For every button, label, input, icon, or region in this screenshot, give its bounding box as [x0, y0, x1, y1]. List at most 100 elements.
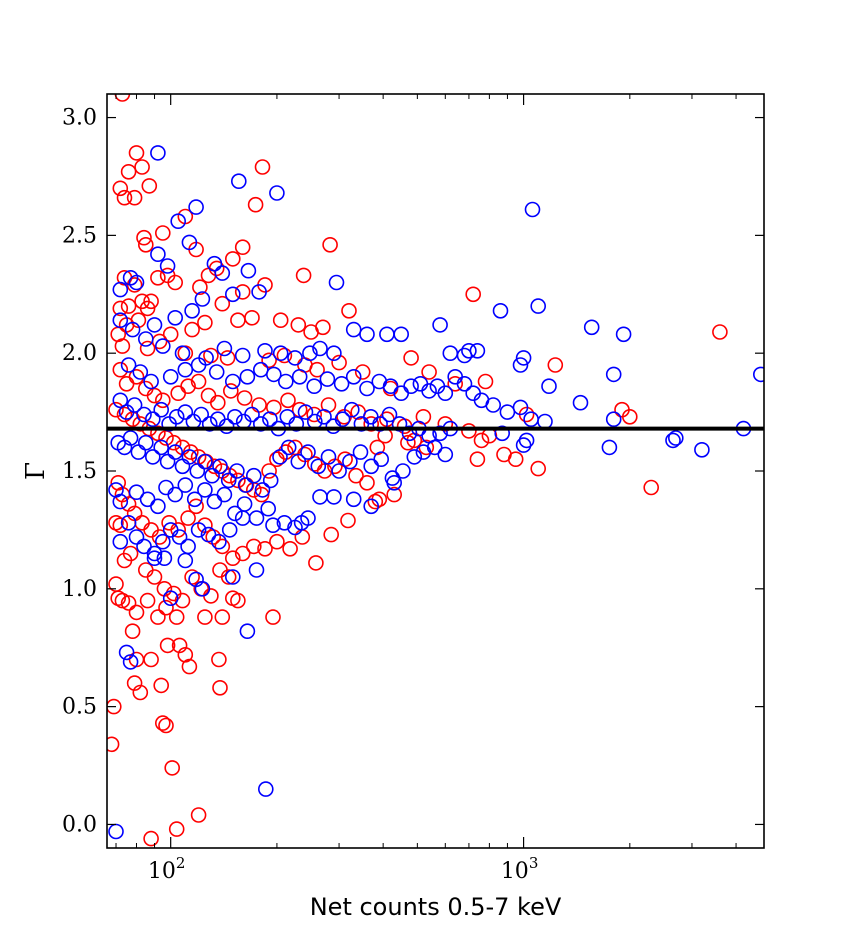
data-point — [359, 326, 375, 343]
data-point — [261, 463, 277, 479]
data-point — [237, 477, 254, 493]
data-point — [300, 444, 316, 460]
points-layer — [107, 94, 764, 847]
data-point — [120, 357, 137, 373]
data-point — [227, 505, 243, 522]
data-point — [316, 408, 332, 425]
data-point — [192, 279, 208, 296]
data-point — [276, 514, 293, 531]
data-point — [231, 173, 247, 189]
data-point — [290, 317, 307, 333]
data-point — [386, 474, 403, 491]
data-point — [262, 411, 278, 428]
data-point — [219, 350, 236, 366]
x-tick-label: 102 — [148, 854, 186, 884]
data-point — [308, 555, 324, 571]
data-point — [343, 401, 360, 418]
data-point — [197, 482, 213, 498]
data-point — [288, 416, 305, 432]
data-point — [310, 458, 327, 475]
data-point — [260, 500, 277, 517]
data-point — [128, 484, 145, 501]
data-point — [153, 677, 169, 694]
data-point — [239, 368, 256, 385]
data-point — [345, 491, 362, 508]
data-point — [155, 225, 171, 241]
data-point — [272, 312, 289, 329]
data-point — [171, 637, 188, 654]
data-point — [177, 361, 194, 378]
data-point — [477, 373, 494, 390]
data-point — [386, 486, 403, 503]
data-point — [345, 321, 362, 338]
data-point — [181, 449, 198, 465]
data-point — [193, 406, 209, 423]
data-point — [118, 644, 135, 661]
data-point — [291, 368, 308, 385]
data-point — [136, 229, 152, 246]
data-point — [136, 406, 152, 423]
data-point — [334, 411, 351, 428]
data-point — [234, 510, 251, 526]
data-point — [615, 326, 632, 343]
data-point — [515, 437, 532, 453]
data-point — [120, 164, 137, 180]
data-point — [572, 394, 589, 411]
data-point — [437, 385, 454, 402]
data-point — [315, 319, 331, 336]
data-point — [220, 472, 237, 489]
data-point — [363, 498, 380, 515]
data-point — [225, 286, 241, 303]
data-point — [168, 408, 185, 425]
data-point — [447, 375, 464, 392]
data-point — [159, 637, 176, 654]
data-point — [236, 390, 253, 406]
data-point — [126, 189, 143, 206]
data-point — [177, 477, 194, 493]
data-point — [132, 684, 149, 701]
data-point — [323, 526, 340, 543]
data-point — [143, 293, 159, 310]
data-point — [211, 651, 227, 668]
data-point — [333, 375, 350, 392]
data-point — [426, 439, 443, 456]
data-point — [257, 540, 273, 557]
data-point — [201, 416, 218, 432]
data-point — [180, 510, 196, 526]
data-point — [164, 760, 180, 776]
data-point — [312, 340, 328, 357]
data-point — [168, 821, 185, 837]
data-point — [295, 267, 312, 284]
data-point — [159, 453, 176, 470]
data-point — [345, 368, 362, 385]
data-point — [359, 380, 375, 397]
data-point — [122, 430, 139, 446]
data-point — [326, 489, 342, 505]
data-point — [432, 425, 448, 442]
data-point — [403, 378, 419, 395]
data-point — [158, 599, 174, 616]
data-point — [112, 300, 129, 317]
data-point — [170, 522, 186, 538]
data-point — [496, 446, 512, 463]
y-tick-label: 0.5 — [62, 695, 97, 720]
y-tick-label: 2.5 — [62, 223, 97, 248]
data-point — [188, 199, 204, 215]
data-point — [214, 538, 231, 555]
data-point — [122, 269, 139, 286]
data-point — [354, 364, 371, 380]
data-point — [234, 545, 251, 562]
data-point — [302, 345, 318, 362]
y-tick-label: 1.0 — [62, 577, 97, 602]
data-point — [363, 416, 380, 432]
data-point — [204, 467, 220, 484]
data-point — [170, 213, 186, 229]
data-point — [239, 623, 256, 640]
data-point — [108, 401, 124, 418]
data-point — [184, 302, 200, 319]
data-point — [400, 434, 416, 451]
data-point — [230, 472, 246, 489]
data-point — [272, 449, 288, 465]
data-point — [206, 255, 223, 272]
